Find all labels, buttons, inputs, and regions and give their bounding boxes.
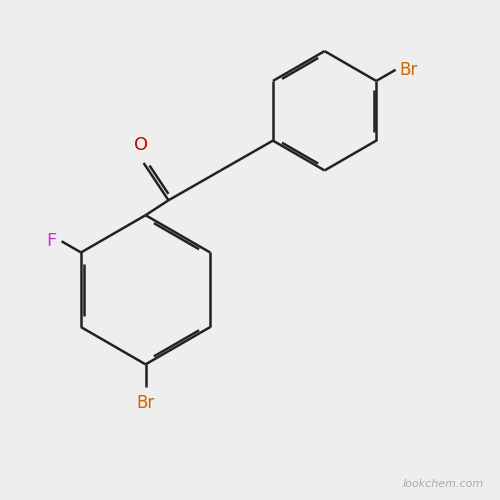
Text: lookchem.com: lookchem.com xyxy=(402,478,483,488)
Text: F: F xyxy=(46,232,56,250)
Text: Br: Br xyxy=(136,394,154,412)
Text: O: O xyxy=(134,136,148,154)
Text: Br: Br xyxy=(400,61,418,79)
